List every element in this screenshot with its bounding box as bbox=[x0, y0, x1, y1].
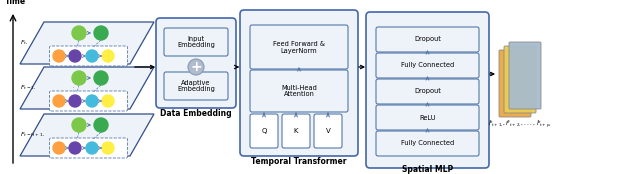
Text: $F_{t,}$: $F_{t,}$ bbox=[20, 39, 28, 47]
Polygon shape bbox=[20, 22, 154, 64]
Circle shape bbox=[86, 50, 98, 62]
Circle shape bbox=[53, 95, 65, 107]
Circle shape bbox=[69, 95, 81, 107]
Circle shape bbox=[53, 50, 65, 62]
FancyBboxPatch shape bbox=[49, 91, 127, 111]
FancyBboxPatch shape bbox=[376, 105, 479, 130]
FancyBboxPatch shape bbox=[504, 46, 536, 113]
Circle shape bbox=[72, 118, 86, 132]
Text: Spatial MLP: Spatial MLP bbox=[402, 164, 453, 173]
FancyBboxPatch shape bbox=[376, 53, 479, 78]
Text: $F_{t-1,}$: $F_{t-1,}$ bbox=[20, 84, 36, 92]
FancyBboxPatch shape bbox=[314, 114, 342, 148]
Circle shape bbox=[188, 59, 204, 75]
Text: Feed Forward &
LayerNorm: Feed Forward & LayerNorm bbox=[273, 41, 325, 53]
Text: Q: Q bbox=[261, 128, 266, 134]
FancyBboxPatch shape bbox=[366, 12, 489, 168]
Text: Data Embedding: Data Embedding bbox=[160, 109, 232, 118]
Circle shape bbox=[102, 95, 114, 107]
Text: Temporal Transformer: Temporal Transformer bbox=[251, 156, 347, 165]
Text: V: V bbox=[326, 128, 330, 134]
Circle shape bbox=[94, 118, 108, 132]
FancyBboxPatch shape bbox=[376, 79, 479, 104]
Text: Adaptive
Embedding: Adaptive Embedding bbox=[177, 80, 215, 93]
Circle shape bbox=[72, 71, 86, 85]
FancyBboxPatch shape bbox=[49, 46, 127, 66]
Circle shape bbox=[69, 50, 81, 62]
FancyBboxPatch shape bbox=[240, 10, 358, 156]
FancyBboxPatch shape bbox=[376, 131, 479, 156]
Text: K: K bbox=[294, 128, 298, 134]
FancyBboxPatch shape bbox=[509, 42, 541, 109]
Circle shape bbox=[53, 142, 65, 154]
Text: Multi-Head
Attention: Multi-Head Attention bbox=[281, 85, 317, 97]
Text: $\hat{F}_{t+1,}, \hat{F}_{t+2,}, ..., \hat{F}_{t+p,}$: $\hat{F}_{t+1,}, \hat{F}_{t+2,}, ..., \h… bbox=[488, 118, 552, 130]
FancyBboxPatch shape bbox=[164, 28, 228, 56]
Polygon shape bbox=[20, 67, 154, 109]
FancyBboxPatch shape bbox=[49, 138, 127, 158]
Circle shape bbox=[72, 26, 86, 40]
FancyBboxPatch shape bbox=[282, 114, 310, 148]
FancyBboxPatch shape bbox=[250, 25, 348, 69]
Text: +: + bbox=[190, 60, 202, 74]
Text: Dropout: Dropout bbox=[414, 89, 441, 94]
Text: Time: Time bbox=[5, 0, 26, 6]
Text: Fully Connected: Fully Connected bbox=[401, 140, 454, 147]
FancyBboxPatch shape bbox=[250, 70, 348, 112]
Text: Dropout: Dropout bbox=[414, 37, 441, 42]
Text: $F_{t-H+1,}$: $F_{t-H+1,}$ bbox=[20, 131, 45, 139]
Text: ReLU: ReLU bbox=[419, 114, 436, 121]
FancyBboxPatch shape bbox=[499, 50, 531, 117]
Circle shape bbox=[94, 26, 108, 40]
Circle shape bbox=[102, 50, 114, 62]
Circle shape bbox=[86, 142, 98, 154]
FancyBboxPatch shape bbox=[250, 114, 278, 148]
Circle shape bbox=[102, 142, 114, 154]
FancyBboxPatch shape bbox=[156, 18, 236, 108]
Text: ...: ... bbox=[67, 85, 77, 92]
Polygon shape bbox=[20, 114, 154, 156]
Text: Input
Embedding: Input Embedding bbox=[177, 35, 215, 49]
Circle shape bbox=[94, 71, 108, 85]
FancyBboxPatch shape bbox=[164, 72, 228, 100]
Text: Fully Connected: Fully Connected bbox=[401, 62, 454, 69]
FancyBboxPatch shape bbox=[376, 27, 479, 52]
Circle shape bbox=[86, 95, 98, 107]
Circle shape bbox=[69, 142, 81, 154]
